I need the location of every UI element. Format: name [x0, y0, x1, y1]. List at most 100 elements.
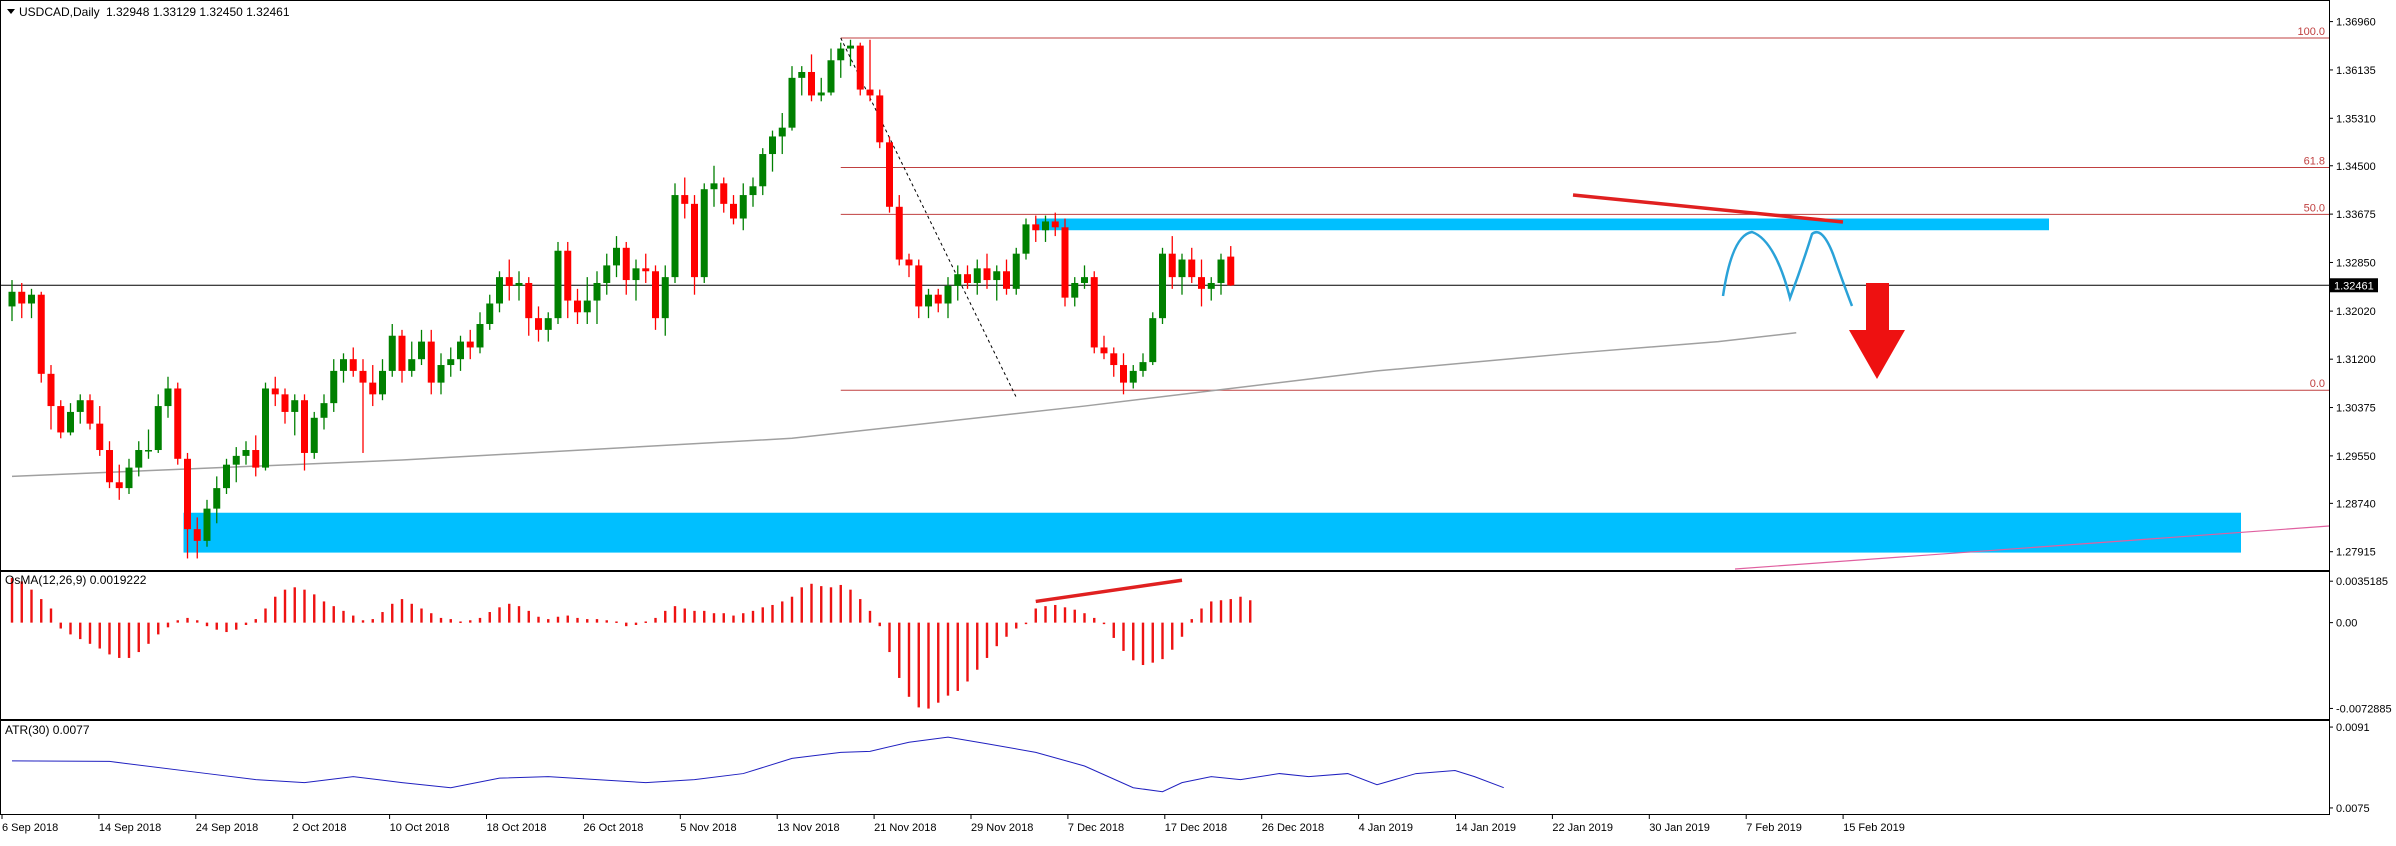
osma-bar [898, 622, 901, 678]
bull-candle [769, 136, 776, 155]
time-tick-label: 21 Nov 2018 [874, 822, 936, 834]
osma-bar [205, 622, 209, 627]
osma-bar [576, 617, 579, 623]
osma-bar [98, 622, 101, 649]
osma-bar [868, 610, 872, 623]
osma-bar [1083, 613, 1086, 623]
bull-candle [847, 45, 854, 49]
osma-bar [1063, 607, 1067, 623]
osma-bar [517, 606, 521, 623]
osma-bar [225, 622, 228, 633]
bull-candle [671, 195, 679, 278]
time-tick-label: 14 Sep 2018 [99, 822, 161, 834]
bear-candle [466, 341, 474, 348]
bull-candle [320, 403, 328, 418]
osma-label: OsMA(12,26,9) 0.0019222 [5, 573, 147, 587]
bear-candle [86, 400, 94, 424]
bull-candle [788, 77, 796, 128]
bear-candle [525, 282, 533, 319]
osma-bar [1239, 596, 1242, 623]
osma-bar [59, 622, 62, 629]
osma-bar [1024, 622, 1028, 625]
bear-candle [398, 335, 406, 371]
time-tick-label: 6 Sep 2018 [2, 822, 58, 834]
bear-candle [252, 450, 260, 468]
bull-candle [827, 60, 835, 93]
bull-candle [76, 400, 84, 412]
bull-candle [817, 92, 825, 96]
osma-bar [732, 615, 735, 623]
bull-candle [661, 277, 669, 319]
bull-candle [1022, 224, 1030, 254]
bull-candle [408, 359, 416, 371]
bull-candle [67, 411, 74, 433]
osma-bar [303, 589, 306, 623]
bull-candle [554, 250, 562, 319]
bull-candle [379, 370, 386, 395]
osma-bar [693, 610, 696, 623]
bull-candle [28, 294, 35, 304]
osma-bar [49, 608, 53, 623]
bull-candle [798, 71, 806, 78]
osma-bar [157, 622, 160, 635]
osma-bar [605, 620, 608, 623]
bull-candle [1217, 259, 1225, 283]
osma-bar [264, 608, 267, 623]
osma-bar [722, 613, 725, 623]
osma-bar [254, 619, 257, 623]
osma-bar [147, 622, 150, 644]
osma-bar [1112, 622, 1115, 638]
bear-candle [1168, 253, 1176, 278]
plot-frame [0, 0, 2330, 815]
bull-candle [1012, 253, 1020, 289]
bear-candle [1110, 353, 1118, 366]
bull-candle [8, 291, 16, 307]
bear-candle [427, 341, 435, 383]
bull-candle [1129, 370, 1137, 383]
bull-candle [310, 417, 318, 453]
osma-bar [79, 622, 82, 640]
osma-bar [420, 608, 423, 623]
osma-bar [995, 622, 998, 647]
osma-bar [283, 589, 287, 623]
osma-bar [1102, 622, 1106, 625]
osma-bar [127, 622, 131, 658]
osma-bar [478, 617, 482, 623]
osma-bar [1151, 622, 1154, 663]
bear-candle [1032, 224, 1040, 231]
symbol-label: USDCAD,Daily [19, 5, 100, 19]
fib-level-label: 100.0 [2297, 26, 2325, 38]
bull-candle [1042, 221, 1049, 231]
price-tick-label: 1.36135 [2336, 65, 2376, 77]
osma-bar [703, 610, 706, 623]
bear-candle [301, 400, 308, 453]
osma-bar [1210, 601, 1213, 623]
bull-candle [710, 183, 718, 190]
bear-candle [1090, 277, 1098, 348]
osma-tick-label: 0.00 [2336, 618, 2357, 630]
price-tick-label: 1.32020 [2336, 306, 2376, 318]
bull-candle [340, 359, 347, 371]
menu-triangle-icon[interactable] [7, 9, 15, 14]
osma-bar [634, 622, 638, 625]
osma-bar [118, 622, 121, 658]
time-tick-label: 2 Oct 2018 [293, 822, 347, 834]
osma-bar [449, 619, 452, 623]
osma-bar [742, 613, 745, 623]
osma-bar [40, 599, 43, 623]
osma-bar [781, 601, 784, 623]
osma-bar [381, 612, 384, 623]
bear-candle [915, 265, 923, 307]
bear-candle [1051, 221, 1059, 228]
osma-bar [1132, 622, 1135, 661]
bear-candle [691, 203, 698, 278]
current-price-tag [2330, 278, 2378, 293]
bear-candle [574, 300, 581, 313]
atr-tick-label: 0.0091 [2336, 722, 2370, 734]
bear-candle [808, 71, 815, 96]
bull-candle [613, 247, 620, 266]
osma-bar [888, 622, 891, 653]
bull-candle [778, 127, 786, 137]
bull-candle [1178, 259, 1186, 278]
